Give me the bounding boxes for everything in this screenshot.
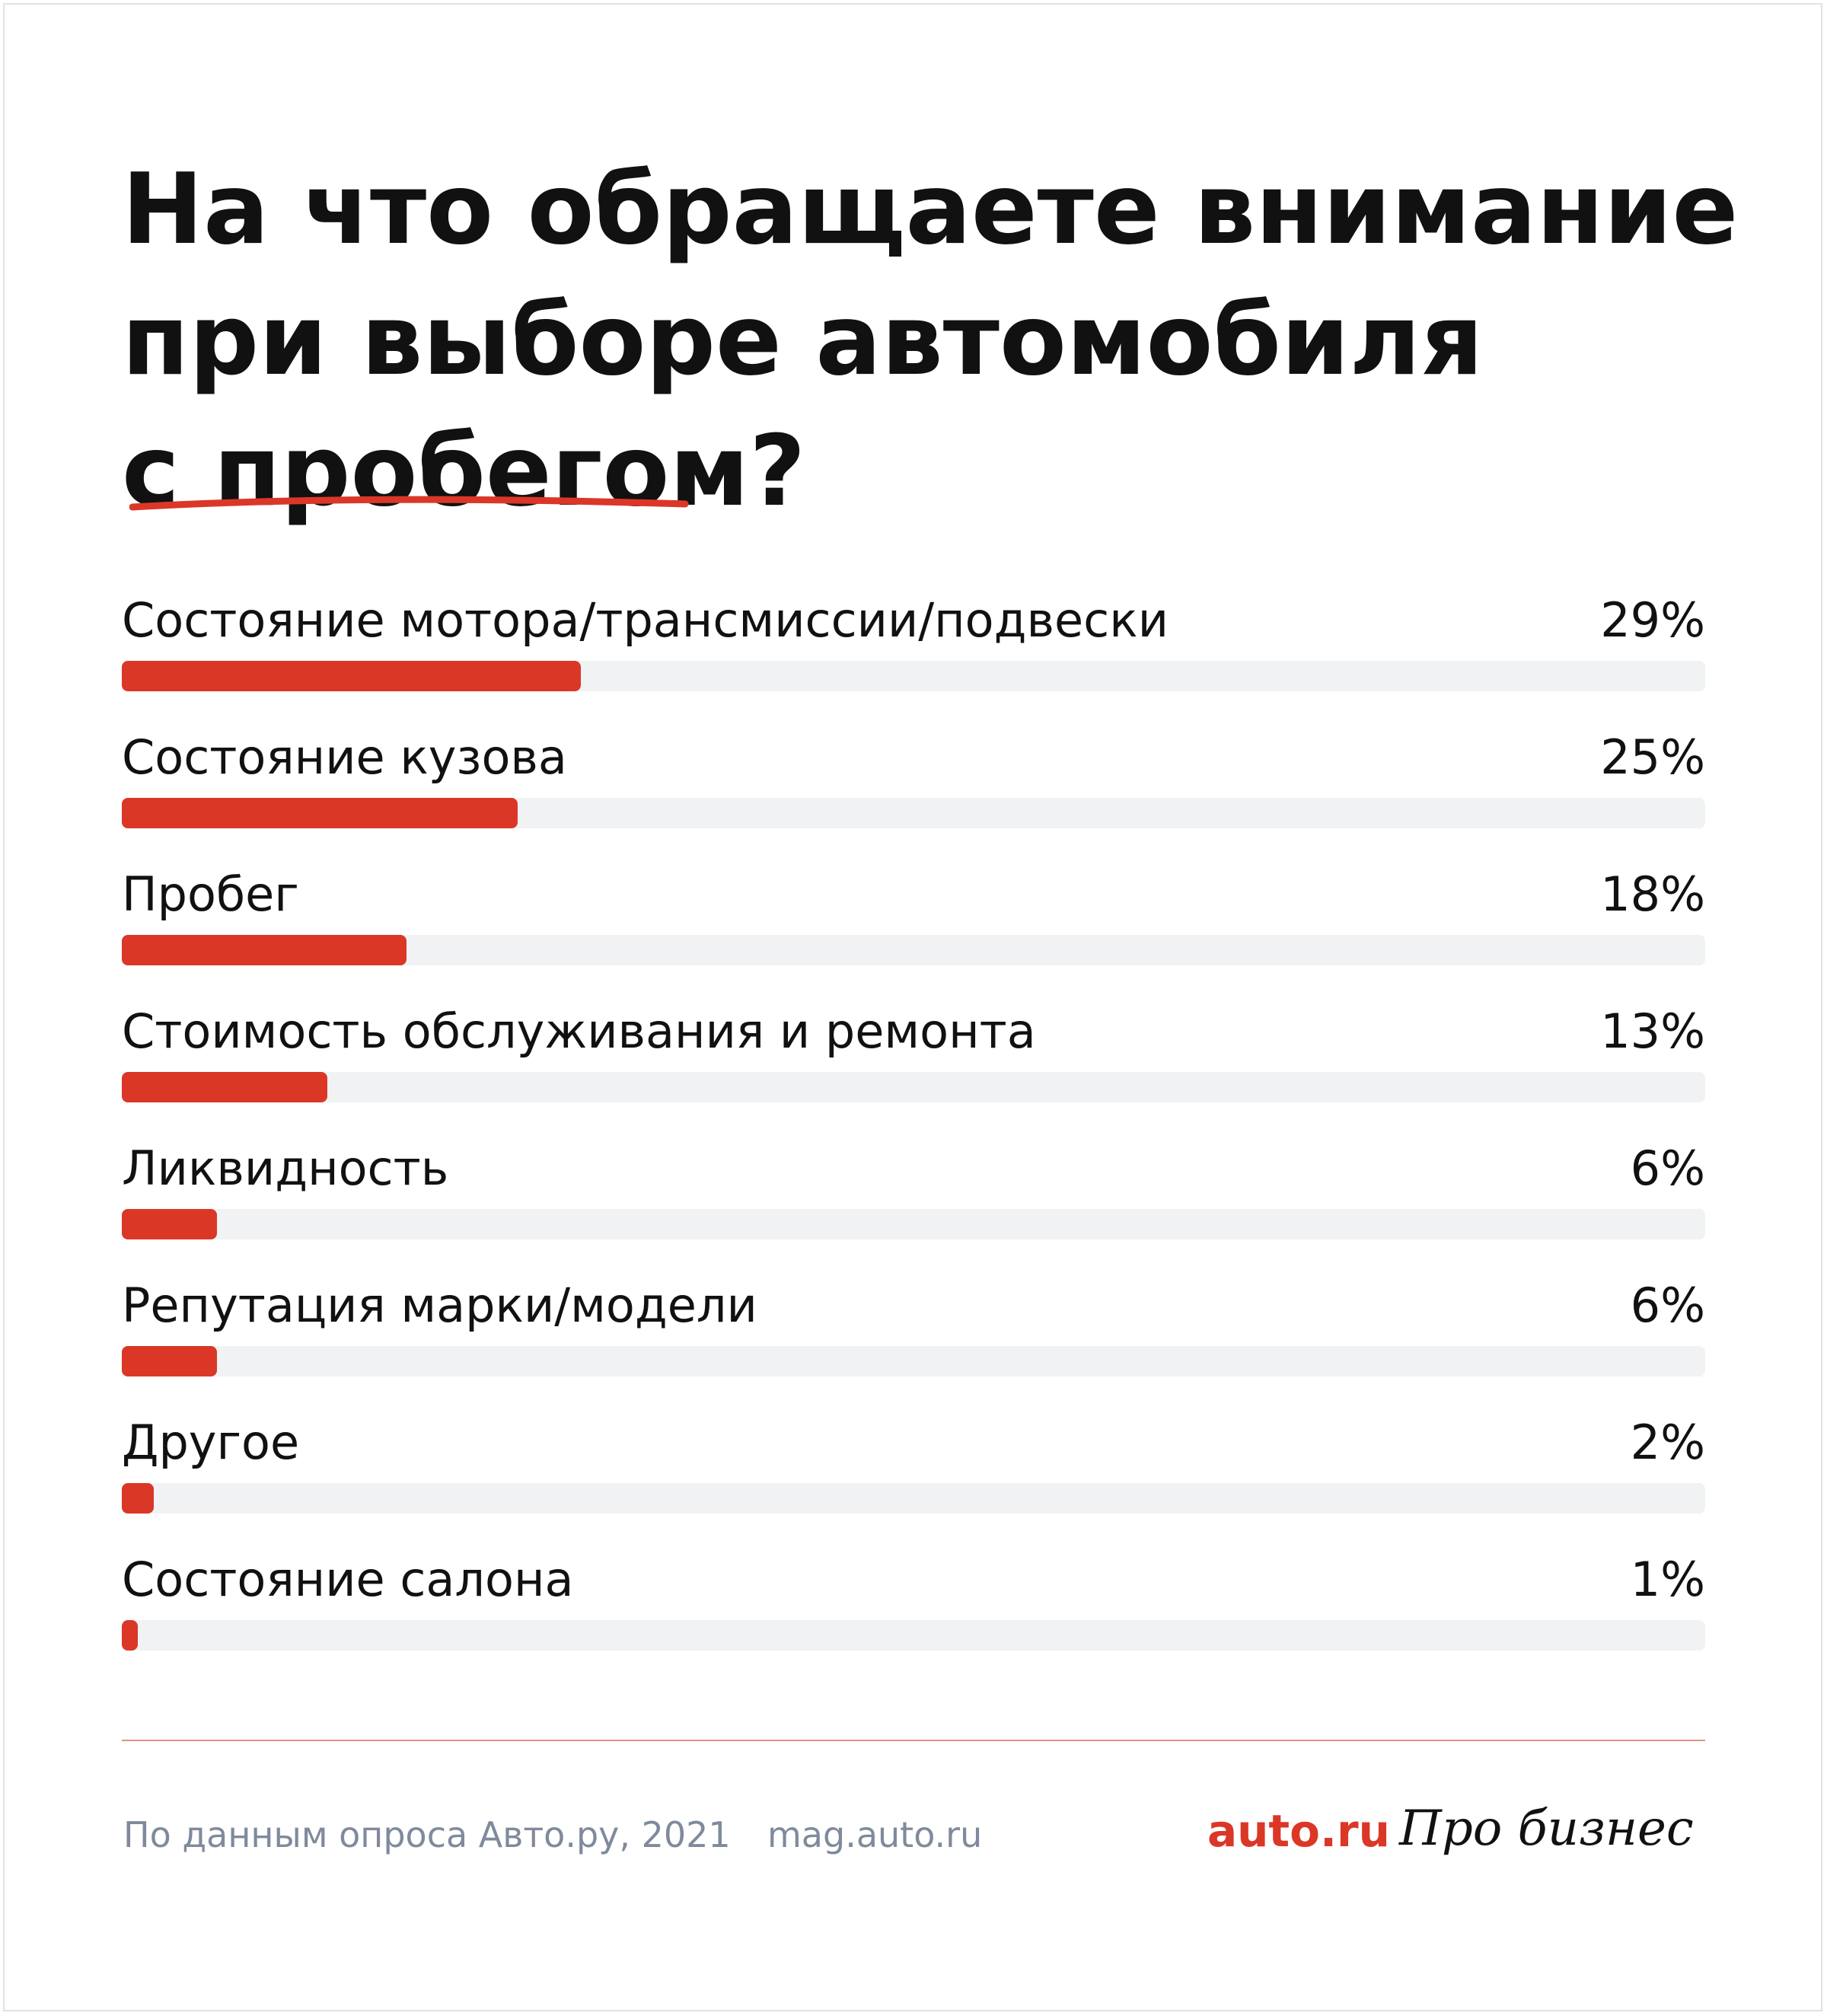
bar-label: Состояние кузова bbox=[122, 729, 567, 785]
infographic-frame bbox=[3, 3, 1822, 2011]
bar-label: Состояние мотора/трансмиссии/подвески bbox=[122, 592, 1169, 648]
auto-ru-logo: auto.ru bbox=[1207, 1805, 1390, 1857]
bar-value-label: 6% bbox=[1630, 1140, 1705, 1196]
bar bbox=[122, 1620, 138, 1651]
title-line-3: с пробегом? bbox=[122, 415, 806, 528]
bar-row: Состояние кузова 25% bbox=[122, 712, 1705, 849]
bar-track bbox=[122, 1072, 1705, 1102]
bar-value-label: 29% bbox=[1600, 592, 1705, 648]
bar bbox=[122, 1072, 327, 1102]
bar-track bbox=[122, 661, 1705, 691]
site-url: mag.auto.ru bbox=[767, 1814, 983, 1855]
bar-label: Пробег bbox=[122, 866, 299, 922]
bar-row: Состояние салона 1% bbox=[122, 1534, 1705, 1671]
footer-divider bbox=[122, 1740, 1705, 1741]
bar-row: Репутация марки/модели 6% bbox=[122, 1260, 1705, 1397]
bar-row: Ликвидность 6% bbox=[122, 1123, 1705, 1260]
bar bbox=[122, 1346, 217, 1376]
bar-row: Стоимость обслуживания и ремонта 13% bbox=[122, 986, 1705, 1123]
bar-track bbox=[122, 798, 1705, 828]
bar-label: Ликвидность bbox=[122, 1140, 449, 1196]
source-note: По данным опроса Авто.ру, 2021 bbox=[123, 1814, 731, 1855]
bar-value-label: 1% bbox=[1630, 1552, 1705, 1607]
title-underline-stroke bbox=[129, 496, 689, 511]
bar-chart: Состояние мотора/трансмиссии/подвески 29%… bbox=[122, 575, 1705, 1671]
bar-track bbox=[122, 935, 1705, 965]
bar-value-label: 13% bbox=[1600, 1003, 1705, 1059]
bar-label: Состояние салона bbox=[122, 1552, 574, 1607]
title-line-1: На что обращаете внимание bbox=[122, 153, 1739, 266]
bar-value-label: 25% bbox=[1600, 729, 1705, 785]
bar-row: Пробег 18% bbox=[122, 849, 1705, 986]
bar-label: Репутация марки/модели bbox=[122, 1278, 757, 1333]
bar-track bbox=[122, 1209, 1705, 1239]
bar bbox=[122, 661, 581, 691]
title-line-2: при выборе автомобиля bbox=[122, 284, 1484, 397]
bar-track bbox=[122, 1483, 1705, 1514]
bar-label: Другое bbox=[122, 1415, 300, 1470]
bar bbox=[122, 935, 407, 965]
chart-title: На что обращаете внимание при выборе авт… bbox=[122, 145, 1739, 537]
bar-label: Стоимость обслуживания и ремонта bbox=[122, 1003, 1036, 1059]
bar bbox=[122, 798, 518, 828]
bar-value-label: 6% bbox=[1630, 1278, 1705, 1333]
pro-biznes-logo: Про бизнес bbox=[1399, 1801, 1694, 1857]
bar bbox=[122, 1209, 217, 1239]
bar-value-label: 2% bbox=[1630, 1415, 1705, 1470]
bar-row: Состояние мотора/трансмиссии/подвески 29% bbox=[122, 575, 1705, 712]
bar-track bbox=[122, 1346, 1705, 1376]
bar-track bbox=[122, 1620, 1705, 1651]
bar bbox=[122, 1483, 154, 1514]
bar-value-label: 18% bbox=[1600, 866, 1705, 922]
bar-row: Другое 2% bbox=[122, 1397, 1705, 1534]
